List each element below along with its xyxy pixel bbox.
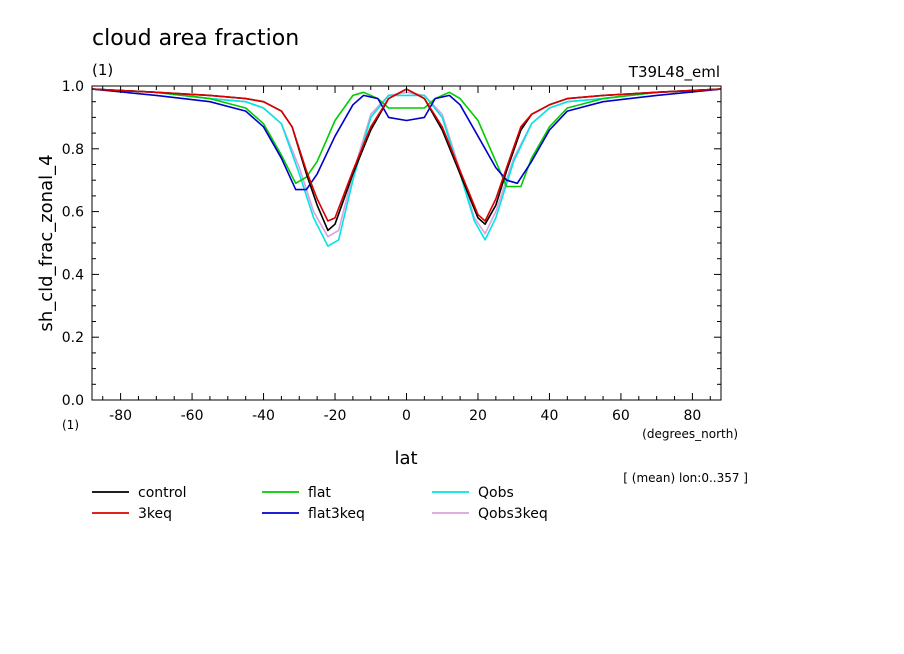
legend-item-3keq: 3keq <box>92 506 172 522</box>
legend-item-flat3keq: flat3keq <box>262 506 365 522</box>
x-tick-label: 0 <box>402 408 411 424</box>
x-tick-label: 80 <box>683 408 701 424</box>
experiment-label: T39L48_eml <box>628 63 720 82</box>
x-tick-label: -80 <box>109 408 132 424</box>
title-units: (1) <box>92 61 113 79</box>
x-tick-label: -40 <box>252 408 275 424</box>
chart-title: cloud area fraction <box>92 26 299 51</box>
x-axis-label: lat <box>394 448 417 469</box>
plot-frame <box>91 85 722 401</box>
legend-label: control <box>138 485 187 501</box>
series-line-flat <box>91 88 722 188</box>
legend-label: flat <box>308 485 331 501</box>
legend-label: Qobs <box>478 485 514 501</box>
legend-item-flat: flat <box>262 485 331 501</box>
y-tick-label: 1.0 <box>62 79 84 95</box>
legend-item-qobs3keq: Qobs3keq <box>432 506 548 522</box>
legend: control flat Qobs3keq flat3keq Qobs3keq <box>92 485 548 522</box>
x-tick-label: 20 <box>469 408 487 424</box>
y-tick-label: 0.2 <box>62 330 84 346</box>
series-line-qobs <box>91 88 722 247</box>
x-tick-label: -20 <box>324 408 347 424</box>
series-line-control <box>91 88 722 232</box>
x-tick-label: 40 <box>541 408 559 424</box>
y-tick-label: 0.0 <box>62 393 84 409</box>
x-units: (degrees_north) <box>642 427 738 441</box>
y-ticks: 0.0 0.2 0.4 0.6 0.8 1.0 <box>62 79 721 409</box>
series-line-3keq <box>91 88 722 222</box>
series-line-flat3keq <box>91 88 722 191</box>
y-tick-label: 0.6 <box>62 205 84 221</box>
series-line-qobs3keq <box>91 88 722 238</box>
legend-item-qobs: Qobs <box>432 485 514 501</box>
series-layer <box>91 88 722 247</box>
x-ticks: -80 -60 -40 -20 0 20 40 60 80 <box>102 86 711 424</box>
legend-label: 3keq <box>138 506 172 522</box>
y-units: (1) <box>62 418 79 432</box>
legend-label: flat3keq <box>308 506 365 522</box>
x-tick-label: -60 <box>181 408 204 424</box>
legend-item-control: control <box>92 485 187 501</box>
legend-label: Qobs3keq <box>478 506 548 522</box>
mean-annotation: [ (mean) lon:0..357 ] <box>623 471 748 485</box>
y-tick-label: 0.8 <box>62 142 84 158</box>
y-axis-label: sh_cld_frac_zonal_4 <box>36 154 57 331</box>
y-tick-label: 0.4 <box>62 267 84 283</box>
x-tick-label: 60 <box>612 408 630 424</box>
